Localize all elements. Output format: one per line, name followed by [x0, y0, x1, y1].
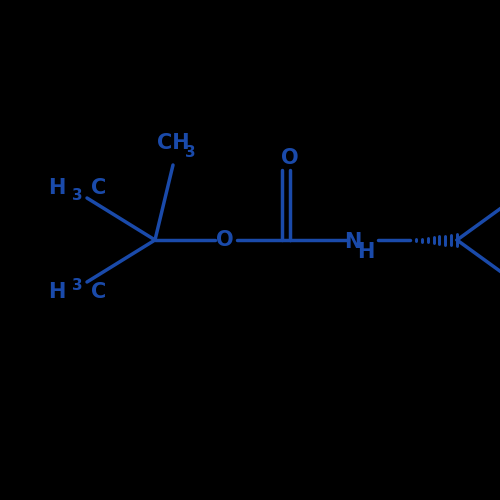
Text: O: O — [216, 230, 234, 250]
Text: H: H — [48, 178, 65, 198]
Text: C: C — [91, 178, 106, 198]
Text: 3: 3 — [184, 145, 196, 160]
Text: H: H — [48, 282, 65, 302]
Text: CH: CH — [156, 133, 190, 153]
Text: N: N — [344, 232, 362, 252]
Text: C: C — [91, 282, 106, 302]
Text: 3: 3 — [72, 278, 83, 292]
Text: O: O — [281, 148, 299, 168]
Text: H: H — [358, 242, 374, 262]
Text: 3: 3 — [72, 188, 83, 202]
